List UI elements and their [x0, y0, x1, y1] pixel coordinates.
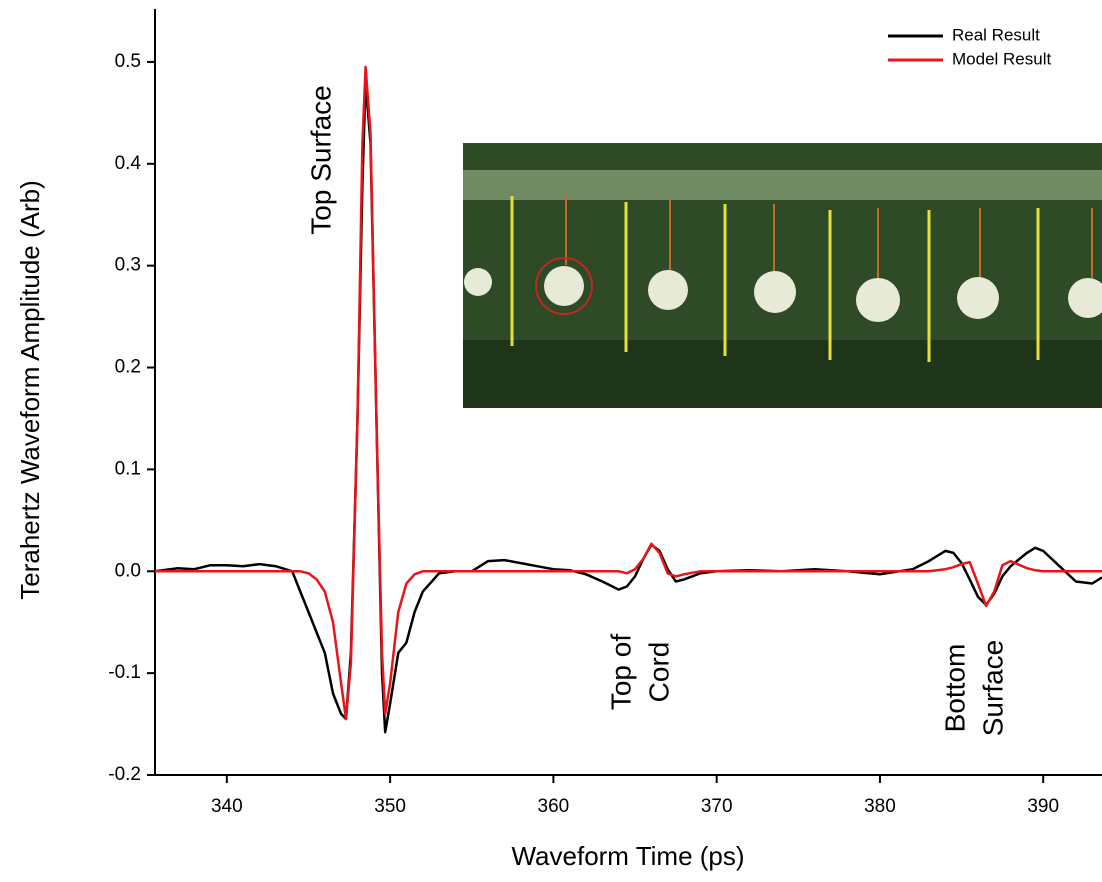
photo-highlight — [535, 257, 593, 315]
x-axis-title: Waveform Time (ps) — [511, 841, 744, 871]
photo-band — [463, 170, 1102, 200]
photo-pins — [565, 196, 1093, 280]
legend-label: Real Result — [952, 25, 1040, 44]
x-tick-label: 350 — [374, 796, 406, 817]
x-tick-label: 360 — [538, 796, 570, 817]
annotation: Cord — [643, 642, 674, 703]
annotation: Bottom — [939, 644, 970, 733]
series-line — [154, 81, 1102, 734]
y-tick-label: 0.1 — [115, 458, 141, 479]
x-tick-label: 370 — [701, 796, 733, 817]
photo-cords — [464, 266, 1102, 322]
y-tick-label: 0.4 — [115, 153, 142, 174]
annotation: Top of — [605, 634, 636, 710]
annotation: Top Surface — [305, 85, 336, 234]
y-tick-label: 0.0 — [115, 560, 141, 581]
photo-shadow — [463, 340, 1102, 408]
y-tick-label: -0.1 — [108, 662, 141, 683]
legend-label: Model Result — [952, 49, 1051, 68]
y-tick-label: 0.2 — [115, 357, 141, 378]
x-tick-label: 380 — [864, 796, 896, 817]
annotation: Surface — [977, 640, 1008, 737]
y-tick-label: -0.2 — [108, 764, 141, 785]
y-tick-label: 0.5 — [115, 51, 141, 72]
x-tick-label: 340 — [211, 796, 243, 817]
y-axis-title: Terahertz Waveform Amplitude (Arb) — [15, 180, 45, 600]
inset-photo — [463, 143, 1102, 408]
series-line — [155, 65, 1102, 721]
photo-markers — [510, 196, 1040, 362]
y-tick-label: 0.3 — [115, 255, 141, 276]
x-tick-label: 390 — [1027, 796, 1059, 817]
